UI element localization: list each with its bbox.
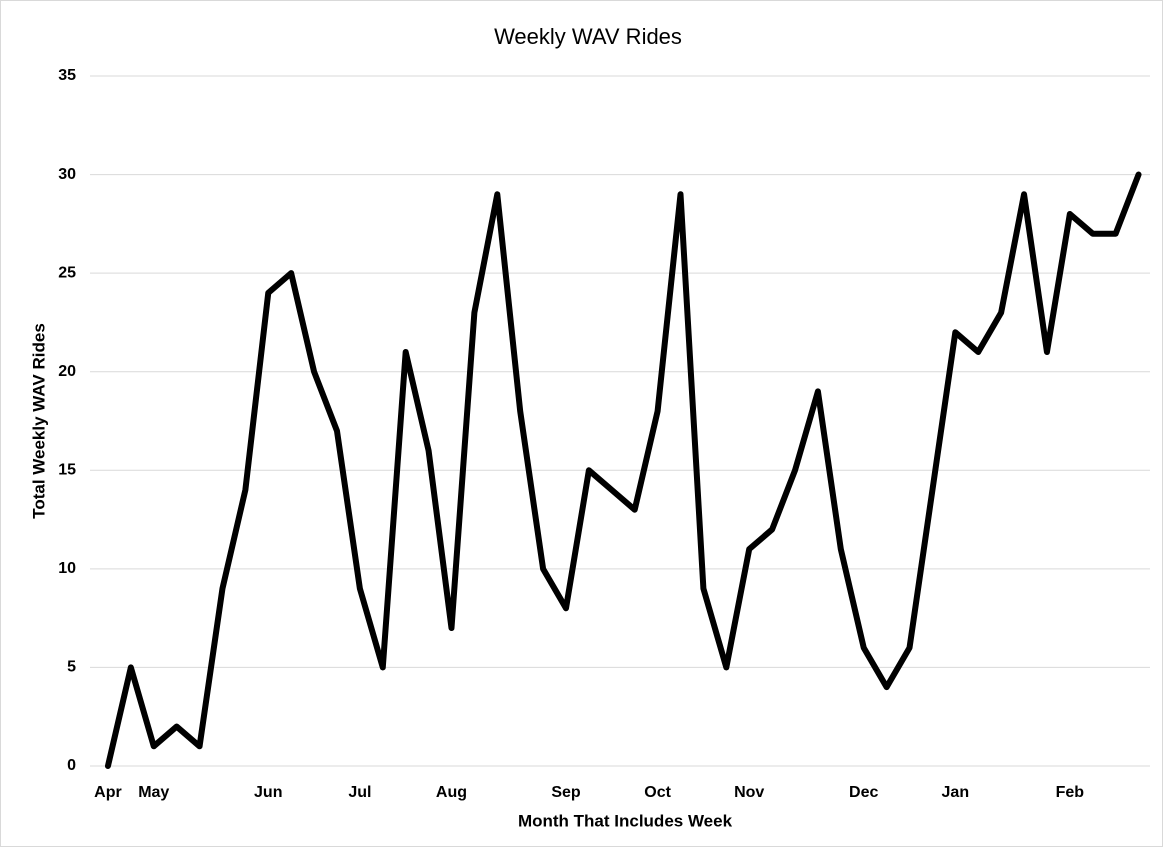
- y-tick-label: 15: [58, 462, 76, 479]
- x-tick-label: Oct: [644, 784, 671, 801]
- y-tick-label: 30: [58, 166, 76, 183]
- y-tick-label: 35: [58, 67, 76, 84]
- data-line: [104, 171, 1142, 769]
- x-tick-label: Aug: [436, 784, 467, 801]
- x-tick-label: Jul: [348, 784, 371, 801]
- x-tick-label: Nov: [734, 784, 764, 801]
- x-tick-label: Apr: [94, 784, 122, 801]
- y-tick-label: 20: [58, 363, 76, 380]
- y-tick-label: 10: [58, 560, 76, 577]
- x-tick-label: Dec: [849, 784, 878, 801]
- x-tick-label: Sep: [551, 784, 581, 801]
- x-tick-label: Feb: [1056, 784, 1085, 801]
- y-axis-label: Total Weekly WAV Rides: [29, 323, 48, 519]
- chart-title: Weekly WAV Rides: [494, 24, 682, 49]
- y-tick-label: 25: [58, 264, 76, 281]
- y-tick-label: 5: [67, 659, 76, 676]
- x-tick-label: May: [138, 784, 169, 801]
- x-tick-label: Jun: [254, 784, 282, 801]
- x-axis-label: Month That Includes Week: [518, 811, 733, 830]
- y-tick-label: 0: [67, 757, 76, 774]
- x-tick-label: Jan: [942, 784, 970, 801]
